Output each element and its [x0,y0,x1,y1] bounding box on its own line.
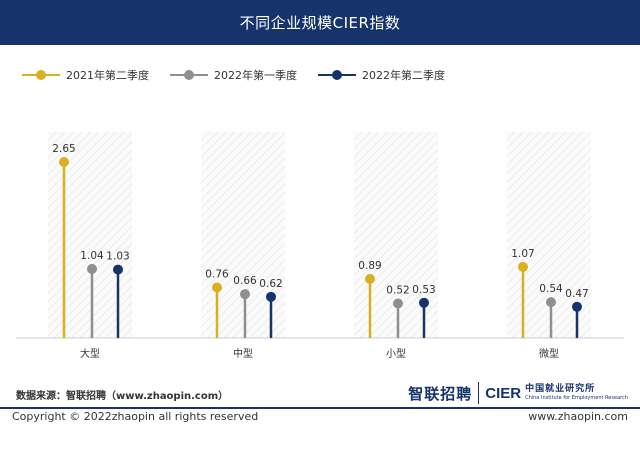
cier-logo: CIER [485,384,522,402]
data-source-note: 数据来源：智联招聘（www.zhaopin.com） [16,391,229,402]
legend-marker-icon [318,62,356,88]
data-label: 1.03 [106,251,129,263]
legend-item-2022q1: 2022年第一季度 [170,62,297,88]
x-tick-label: 中型 [233,347,253,360]
data-label: 2.65 [52,143,75,155]
lollipop-dot [365,273,375,284]
lollipop-dot [87,263,97,274]
lollipop-dot [212,282,222,293]
data-label: 0.52 [386,284,409,296]
lollipop-dot [419,297,429,308]
chart-title-bar: 不同企业规模CIER指数 [0,0,640,45]
lollipop-dot [572,301,582,312]
data-label: 1.07 [511,248,534,260]
data-label: 0.53 [412,284,435,296]
data-label: 0.76 [205,269,229,281]
legend-item-2022q2: 2022年第二季度 [318,62,445,88]
zhaopin-logo: 智联招聘 [408,384,473,403]
brand-logos: 智联招聘 CIER 中国就业研究所 China Institute for Em… [408,380,628,406]
site-url: www.zhaopin.com [528,410,628,423]
logo-divider [478,382,480,404]
x-tick-label: 大型 [80,347,100,360]
data-label: 0.66 [233,275,257,287]
chart-title: 不同企业规模CIER指数 [239,14,401,32]
x-tick-label: 微型 [539,347,559,360]
copyright-text: Copyright © 2022zhaopin all rights reser… [12,410,259,423]
legend: 2021年第二季度 2022年第一季度 2022年第二季度 [0,62,640,88]
data-label: 0.47 [565,288,588,300]
lollipop-dot [59,157,69,167]
lollipop-dot [240,289,250,300]
lollipop-dot [393,298,403,309]
cier-logo-subtitle: 中国就业研究所 China Institute for Employment R… [525,385,628,401]
legend-label: 2022年第一季度 [214,69,297,82]
legend-label: 2022年第二季度 [362,69,445,82]
x-tick-label: 小型 [386,347,406,360]
lollipop-dot [546,297,556,308]
lollipop-dot [266,291,276,302]
lollipop-dot [518,261,528,272]
cier-logo-en: China Institute for Employment Research [525,395,628,401]
cier-logo-cn: 中国就业研究所 [525,384,596,394]
footer-divider [0,407,640,409]
lollipop-dot [113,264,123,275]
legend-marker-icon [170,62,208,88]
category-panel-1 [201,132,285,338]
legend-label: 2021年第二季度 [66,69,149,82]
lollipop-chart: 大型 中型 小型 微型 2.65 0.76 0.89 1.07 1.04 0.66 0.52 0.54… [16,132,624,360]
legend-marker-icon [22,62,60,88]
data-label: 1.04 [80,250,104,262]
legend-item-2021q2: 2021年第二季度 [22,62,149,88]
data-label: 0.89 [358,260,381,272]
data-label: 0.54 [539,283,563,295]
data-label: 0.62 [259,278,282,290]
